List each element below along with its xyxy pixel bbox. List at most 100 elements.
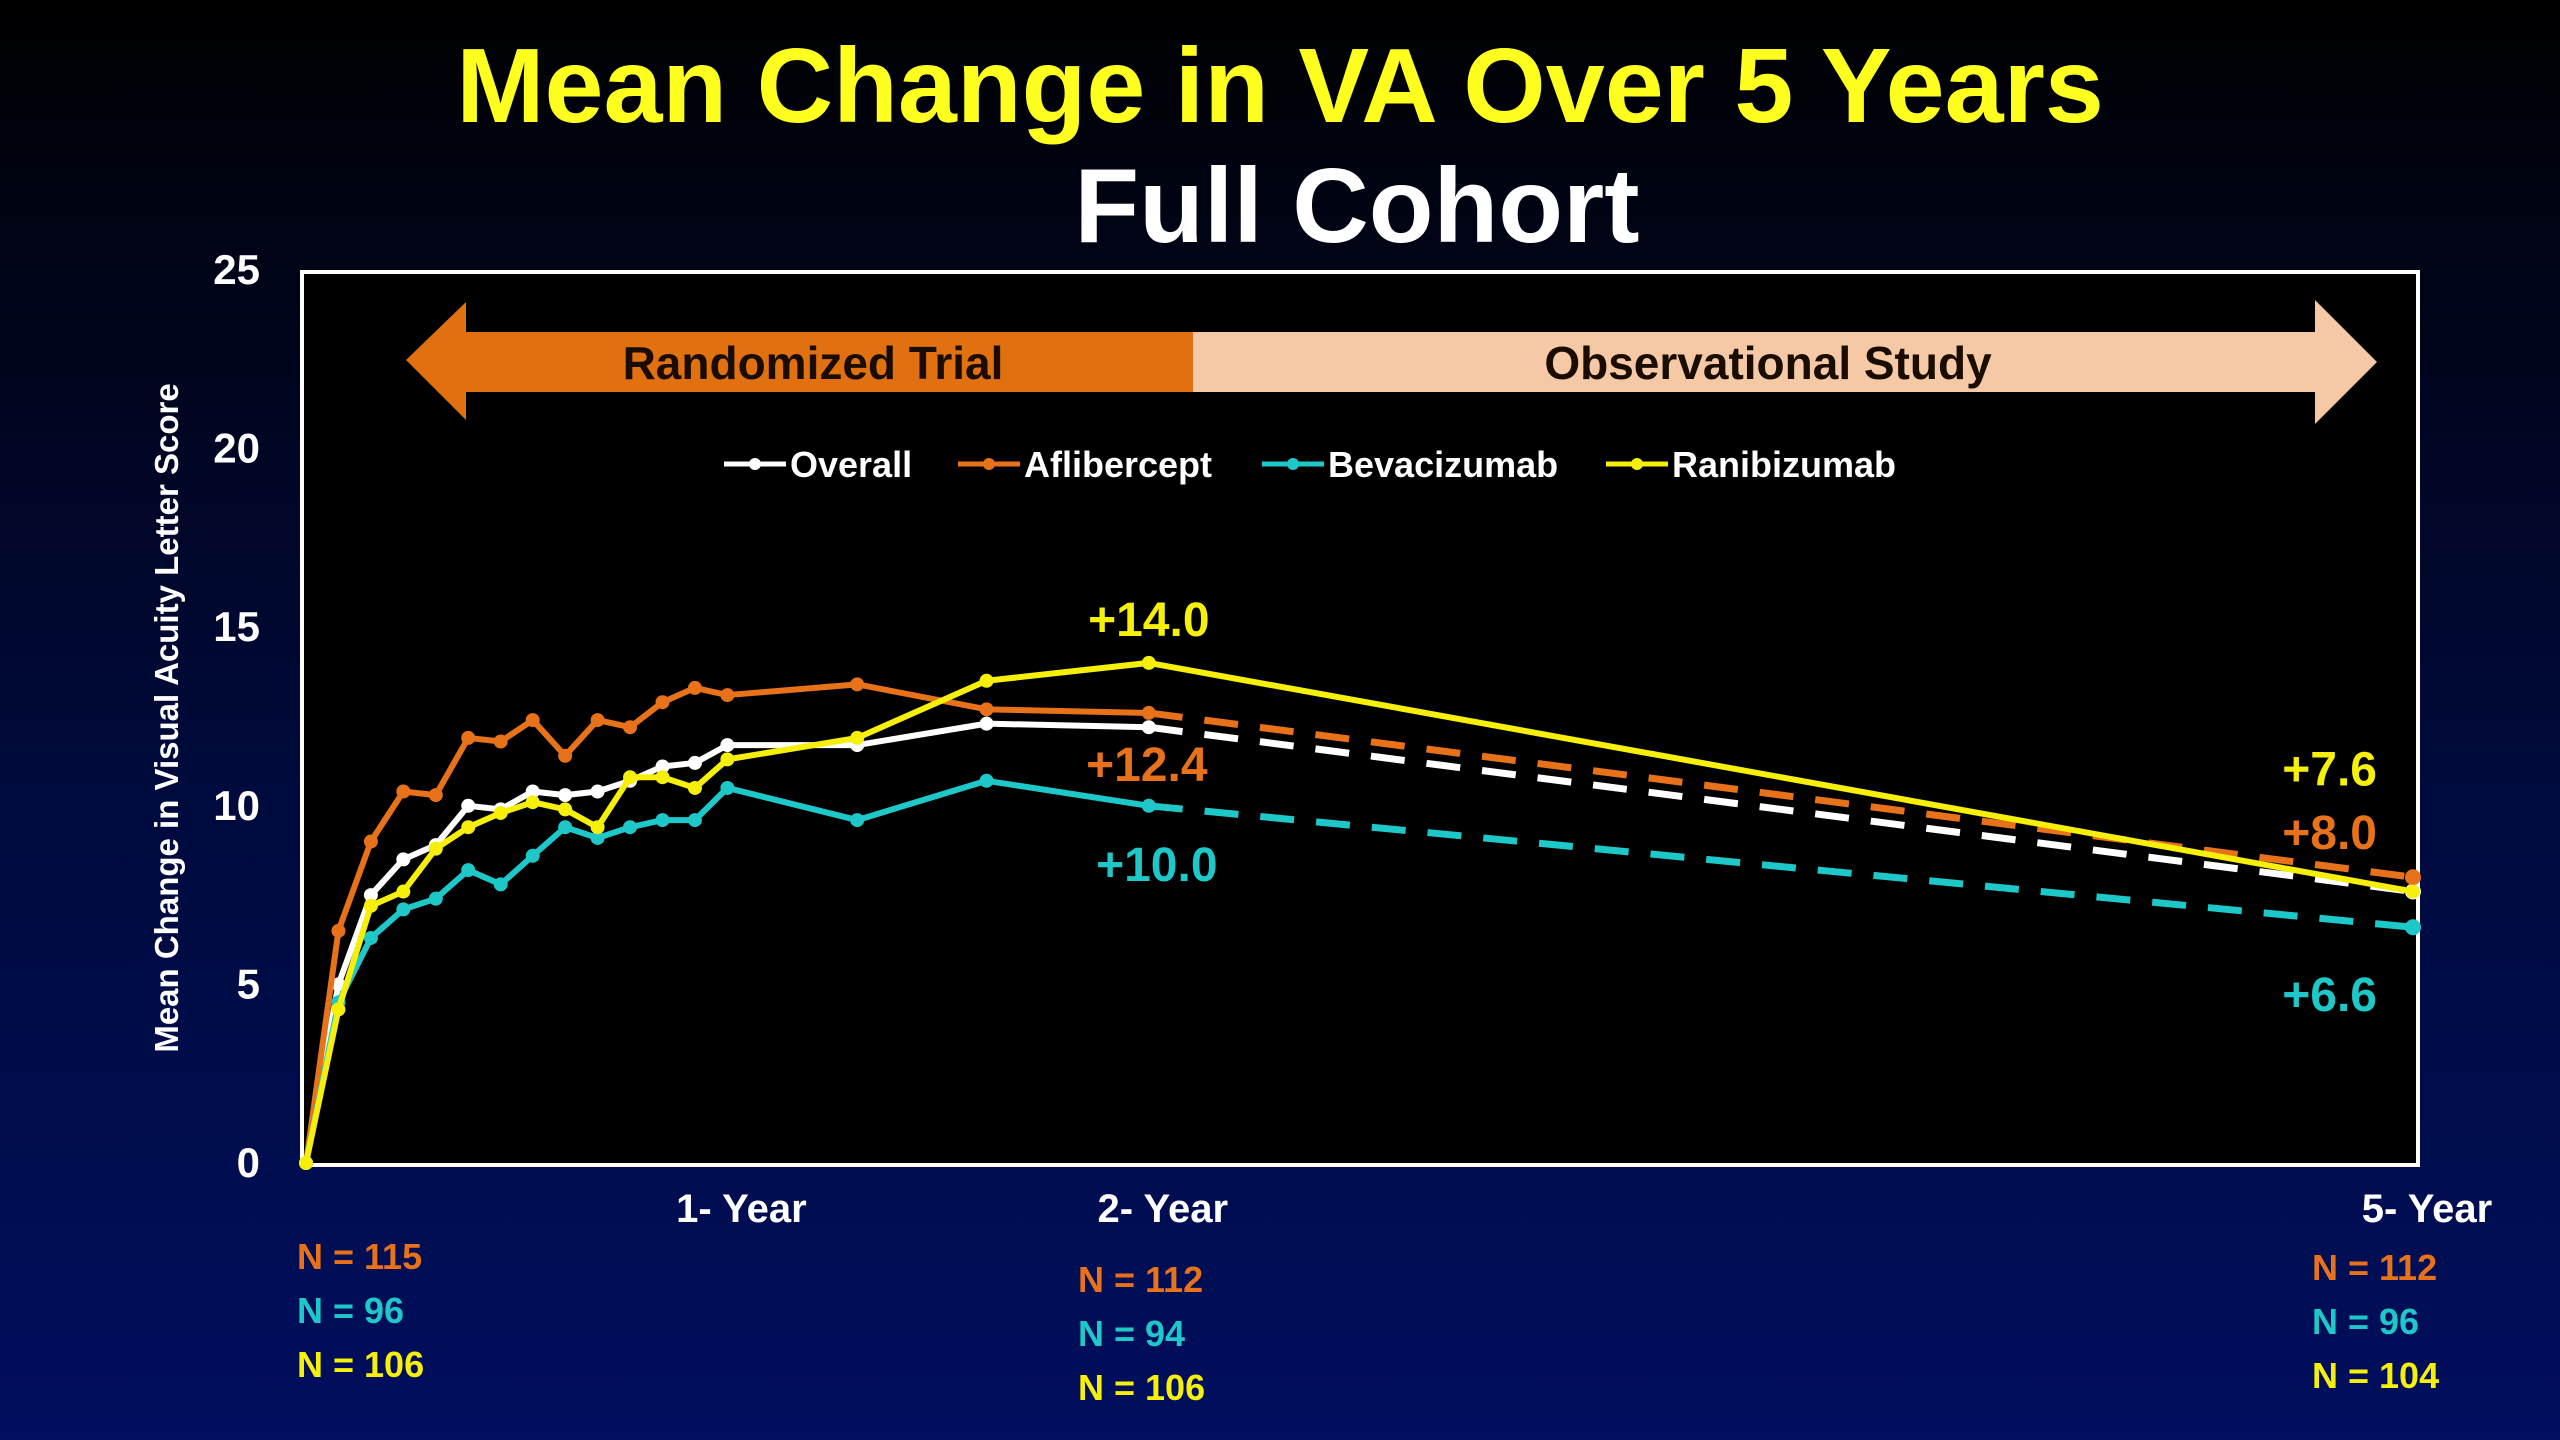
value-annotation: +12.4 xyxy=(1086,739,1208,792)
point-aflibercept xyxy=(363,834,378,849)
point-aflibercept xyxy=(623,720,638,735)
legend-label: Aflibercept xyxy=(1024,444,1212,485)
sample-size-label: N = 112 xyxy=(2312,1247,2437,1288)
value-annotation: +14.0 xyxy=(1088,594,1209,647)
point-overall xyxy=(979,716,994,731)
point-ranibizumab xyxy=(590,820,605,835)
sample-size-group: N = 112 N = 94 N = 106 xyxy=(1078,1259,1205,1408)
point-bevacizumab xyxy=(655,813,670,828)
y-tick-label: 15 xyxy=(213,603,260,650)
point-ranibizumab xyxy=(1141,655,1156,670)
point-bevacizumab xyxy=(525,848,540,863)
point-ranibizumab xyxy=(2406,884,2420,899)
sample-size-label: N = 112 xyxy=(1078,1259,1203,1300)
point-aflibercept xyxy=(850,677,865,692)
y-tick-label: 20 xyxy=(213,425,260,472)
point-aflibercept xyxy=(525,713,540,728)
point-ranibizumab xyxy=(493,805,508,820)
phase-randomized-trial-arrow xyxy=(406,302,1193,420)
point-bevacizumab xyxy=(363,930,378,945)
point-bevacizumab xyxy=(687,813,702,828)
value-annotation: +10.0 xyxy=(1096,839,1217,892)
legend-label: Ranibizumab xyxy=(1672,444,1896,485)
phase-arrow: Randomized Trial Observational Study xyxy=(406,300,2377,424)
point-overall xyxy=(558,788,573,803)
projection-overall xyxy=(1148,723,2414,895)
point-overall xyxy=(363,888,378,903)
point-aflibercept xyxy=(720,688,735,703)
point-aflibercept xyxy=(558,748,573,763)
point-ranibizumab xyxy=(331,1002,346,1017)
point-aflibercept xyxy=(590,713,605,728)
phase-observational-study-arrow xyxy=(1193,300,2377,424)
legend-swatch-marker xyxy=(1631,458,1643,470)
sample-size-group: N = 112 N = 96 N = 104 xyxy=(2312,1247,2439,1396)
point-ranibizumab xyxy=(428,841,443,856)
point-bevacizumab xyxy=(396,902,411,917)
phase-randomized-trial-label: Randomized Trial xyxy=(623,337,1004,389)
x-tick-label: 5- Year xyxy=(2362,1187,2493,1231)
point-overall xyxy=(331,977,346,992)
point-bevacizumab xyxy=(979,773,994,788)
sample-size-label: N = 106 xyxy=(297,1344,424,1385)
legend-label: Bevacizumab xyxy=(1328,444,1558,485)
y-axis: 0 5 10 15 20 25 xyxy=(213,246,260,1186)
y-tick-label: 25 xyxy=(213,246,260,293)
sample-size-label: N = 104 xyxy=(2312,1355,2439,1396)
point-aflibercept xyxy=(2405,869,2421,886)
x-tick-label: 2- Year xyxy=(1098,1187,1229,1231)
sample-size-layer: N = 115 N = 96 N = 106 N = 112 N = 94 N = 106… xyxy=(297,1236,2439,1408)
point-ranibizumab xyxy=(363,898,378,913)
projection-bevacizumab xyxy=(1148,802,2414,931)
point-overall xyxy=(655,759,670,774)
legend-label: Overall xyxy=(790,444,912,485)
legend-swatch-marker xyxy=(749,458,761,470)
point-aflibercept xyxy=(1141,705,1156,720)
point-overall xyxy=(525,784,540,799)
point-ranibizumab xyxy=(396,884,411,899)
point-aflibercept xyxy=(331,923,346,938)
value-annotation: +7.6 xyxy=(2282,744,2377,797)
projection-aflibercept xyxy=(1148,709,2414,881)
chart-subtitle: Full Cohort xyxy=(1074,147,1639,265)
point-ranibizumab xyxy=(461,820,476,835)
point-bevacizumab xyxy=(2405,919,2421,936)
legend: Overall Aflibercept Bevacizumab Ranibizumab xyxy=(724,444,1896,485)
value-annotation: +6.6 xyxy=(2282,969,2377,1022)
point-ranibizumab xyxy=(850,730,865,745)
legend-swatch-marker xyxy=(983,458,995,470)
point-bevacizumab xyxy=(850,813,865,828)
legend-item-overall: Overall xyxy=(724,444,912,485)
value-annotation: +8.0 xyxy=(2282,807,2377,860)
point-ranibizumab xyxy=(525,795,540,810)
sample-size-label: N = 96 xyxy=(297,1290,404,1331)
point-aflibercept xyxy=(428,788,443,803)
point-ranibizumab xyxy=(299,1156,313,1170)
x-axis: 1- Year 2- Year 5- Year xyxy=(676,1187,2492,1231)
point-ranibizumab xyxy=(979,673,994,688)
annotation-layer: +14.0 +12.4 +10.0 +7.6 +8.0 +6.6 xyxy=(1086,594,2377,1022)
point-bevacizumab xyxy=(1141,798,1156,813)
point-overall xyxy=(461,798,476,813)
y-axis-label: Mean Change in Visual Acuity Letter Scor… xyxy=(148,383,185,1052)
point-aflibercept xyxy=(493,734,508,749)
sample-size-label: N = 96 xyxy=(2312,1301,2419,1342)
plot-area xyxy=(300,270,2420,1167)
point-bevacizumab xyxy=(590,830,605,845)
legend-item-aflibercept: Aflibercept xyxy=(958,444,1212,485)
y-tick-label: 5 xyxy=(237,960,260,1007)
point-ranibizumab xyxy=(558,802,573,817)
point-overall xyxy=(1141,720,1156,735)
point-overall xyxy=(720,738,735,753)
chart-title: Mean Change in VA Over 5 Years xyxy=(456,27,2104,145)
point-overall xyxy=(590,784,605,799)
point-ranibizumab xyxy=(720,752,735,767)
point-aflibercept xyxy=(396,784,411,799)
point-aflibercept xyxy=(687,680,702,695)
point-overall xyxy=(687,755,702,770)
legend-item-ranibizumab: Ranibizumab xyxy=(1606,444,1896,485)
legend-item-bevacizumab: Bevacizumab xyxy=(1262,444,1558,485)
point-aflibercept xyxy=(461,730,476,745)
legend-swatch-marker xyxy=(1287,458,1299,470)
